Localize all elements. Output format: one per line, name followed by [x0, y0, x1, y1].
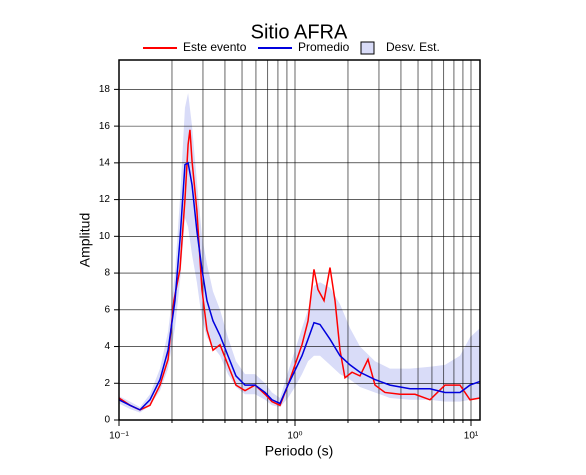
y-tick-label: 10: [99, 231, 111, 242]
y-axis-label: Amplitud: [77, 213, 93, 267]
plot-frame: [118, 59, 481, 421]
std-band: [119, 93, 480, 413]
legend-swatch: [360, 41, 375, 55]
y-tick-label: 0: [104, 415, 110, 426]
series-line: [118, 161, 481, 411]
y-tick-label: 18: [99, 84, 111, 95]
y-tick-label: 16: [99, 121, 111, 132]
chart-title: Sitio AFRA: [251, 21, 348, 43]
legend-text: Promedio: [298, 40, 350, 54]
legend-text: Este evento: [183, 40, 247, 54]
y-tick-label: 4: [104, 341, 110, 352]
y-tick-label: 8: [104, 268, 110, 279]
y-tick-label: 2: [104, 378, 110, 389]
series-line: [118, 129, 481, 411]
x-tick-label: 10⁻¹: [109, 431, 129, 442]
legend-text: Desv. Est.: [386, 40, 440, 54]
x-tick-label: 10¹: [464, 431, 479, 442]
y-tick-label: 12: [99, 194, 111, 205]
y-tick-label: 6: [104, 304, 110, 315]
x-tick-label: 10⁰: [287, 431, 302, 442]
x-axis-label: Periodo (s): [265, 443, 333, 459]
y-tick-label: 14: [99, 157, 111, 168]
